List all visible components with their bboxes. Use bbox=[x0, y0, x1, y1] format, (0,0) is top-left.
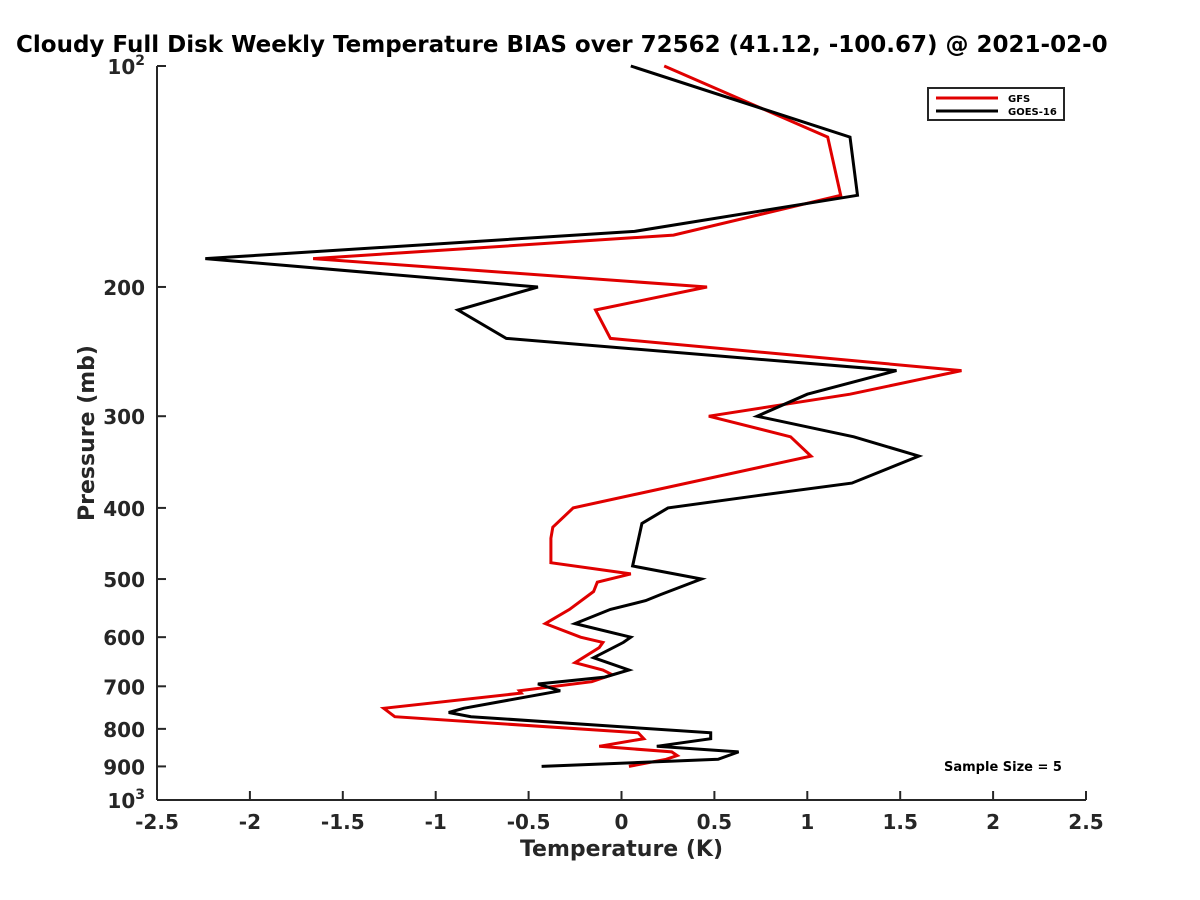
legend-box bbox=[927, 87, 1065, 121]
legend-label: GOES-16 bbox=[1008, 107, 1057, 118]
y-tick-label: 200 bbox=[103, 276, 145, 300]
x-tick-label: 2.5 bbox=[1068, 810, 1103, 834]
sample-size-annotation: Sample Size = 5 bbox=[944, 760, 1062, 775]
x-axis-label: Temperature (K) bbox=[520, 837, 723, 862]
y-tick-label: 600 bbox=[103, 626, 145, 650]
series-line-gfs bbox=[312, 64, 962, 768]
chart-title: Cloudy Full Disk Weekly Temperature BIAS… bbox=[16, 32, 1108, 58]
y-tick-label: 103 bbox=[107, 787, 145, 813]
legend-label: GFS bbox=[1008, 94, 1030, 105]
x-tick-label: -2.5 bbox=[135, 810, 179, 834]
y-tick-label: 900 bbox=[103, 755, 145, 779]
y-tick-label: 700 bbox=[103, 675, 145, 699]
y-axis-label: Pressure (mb) bbox=[75, 345, 100, 521]
x-tick-label: 2 bbox=[986, 810, 1000, 834]
x-tick-label: -2 bbox=[239, 810, 261, 834]
x-tick-label: -1 bbox=[425, 810, 447, 834]
x-tick-label: -0.5 bbox=[507, 810, 551, 834]
x-tick-label: 1 bbox=[800, 810, 814, 834]
series-line-goes-16 bbox=[205, 64, 924, 768]
y-tick-label: 800 bbox=[103, 718, 145, 742]
title-clip: Cloudy Full Disk Weekly Temperature BIAS… bbox=[0, 0, 1200, 70]
x-tick-label: 0 bbox=[615, 810, 629, 834]
y-tick-label: 300 bbox=[103, 405, 145, 429]
y-tick-label: 102 bbox=[107, 53, 145, 79]
y-tick-label: 500 bbox=[103, 568, 145, 592]
x-tick-label: 1.5 bbox=[882, 810, 917, 834]
x-tick-label: -1.5 bbox=[321, 810, 365, 834]
x-tick-label: 0.5 bbox=[697, 810, 732, 834]
y-tick-label: 400 bbox=[103, 497, 145, 521]
